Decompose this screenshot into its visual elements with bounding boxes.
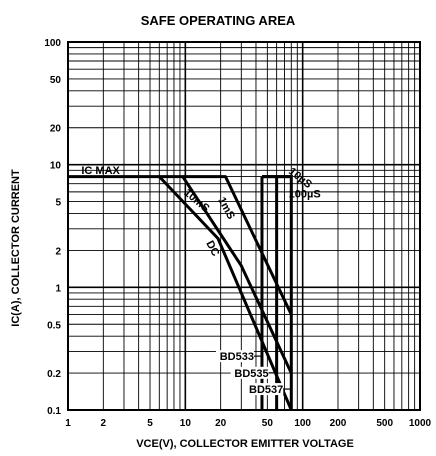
y-tick-label: 5 [55,198,61,209]
y-tick-label: 0.5 [47,320,61,331]
x-tick-label: 200 [330,418,347,429]
y-tick-label: 1 [55,283,61,294]
x-tick-label: 100 [294,418,311,429]
x-tick-label: 1000 [409,418,432,429]
annotation-icmax: IC MAX [81,165,120,177]
x-tick-label: 5 [147,418,153,429]
x-tick-label: 50 [262,418,274,429]
y-tick-label: 10 [50,161,62,172]
x-tick-label: 1 [65,418,71,429]
y-tick-label: 0.2 [47,369,61,380]
y-tick-label: 20 [50,124,62,135]
x-axis-label: VCE(V), COLLECTOR EMITTER VOLTAGE [136,438,354,450]
y-tick-label: 100 [44,38,61,49]
x-tick-labels: 1 2 5 10 20 50 100 200 500 1000 [65,418,431,429]
limit-label-bd537: BD537 [249,384,283,396]
chart-title: SAFE OPERATING AREA [141,13,296,28]
annotation-ms1: 1mS [215,195,237,221]
x-tick-label: 10 [180,418,192,429]
x-tick-label: 2 [101,418,107,429]
y-axis-label: IC(A), COLLECTOR CURRENT [10,169,22,327]
limit-label-bd533: BD533 [220,351,254,363]
annotation-us100: 100µS [289,188,321,200]
limit-label-bd535: BD535 [234,368,268,380]
y-tick-label: 0.1 [47,406,61,417]
y-tick-labels: 0.1 0.2 0.5 1 2 5 10 20 50 100 [44,38,61,417]
y-tick-label: 2 [55,246,61,257]
x-tick-label: 500 [376,418,393,429]
x-tick-label: 20 [215,418,227,429]
y-tick-label: 50 [50,75,62,86]
